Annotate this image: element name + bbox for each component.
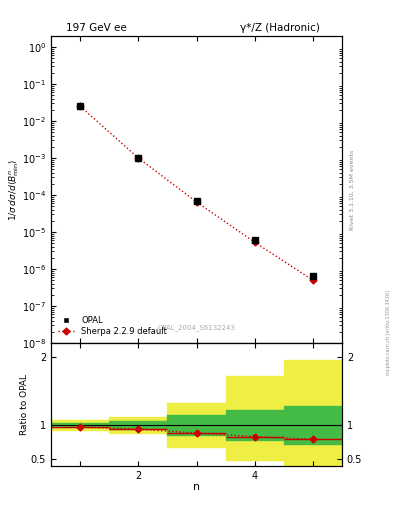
Y-axis label: Ratio to OPAL: Ratio to OPAL	[20, 374, 29, 435]
Y-axis label: $1/\sigma\,d\sigma/d\langle B^n_{\rm min}\rangle$: $1/\sigma\,d\sigma/d\langle B^n_{\rm min…	[7, 158, 21, 221]
X-axis label: n: n	[193, 482, 200, 492]
Y-axis label: Rivet 3.1.10, 3.5M events: Rivet 3.1.10, 3.5M events	[349, 150, 354, 229]
Text: γ*/Z (Hadronic): γ*/Z (Hadronic)	[240, 23, 320, 33]
Legend: OPAL, Sherpa 2.2.9 default: OPAL, Sherpa 2.2.9 default	[55, 313, 169, 339]
Text: mcplots.cern.ch [arXiv:1306.3436]: mcplots.cern.ch [arXiv:1306.3436]	[386, 290, 391, 375]
Text: 197 GeV ee: 197 GeV ee	[66, 23, 127, 33]
Text: OPAL_2004_S6132243: OPAL_2004_S6132243	[158, 324, 235, 331]
